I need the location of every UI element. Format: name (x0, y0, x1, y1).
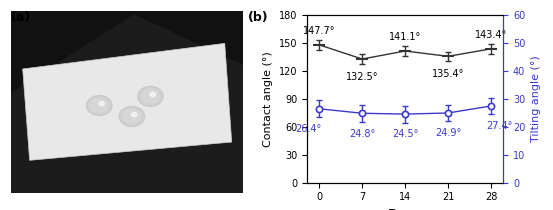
Polygon shape (127, 10, 243, 65)
Y-axis label: Tilting angle (°): Tilting angle (°) (531, 55, 541, 142)
Circle shape (150, 92, 155, 97)
Polygon shape (23, 43, 232, 160)
X-axis label: Days: Days (388, 208, 422, 210)
Text: (a): (a) (11, 10, 32, 24)
Circle shape (123, 110, 140, 123)
Text: (b): (b) (248, 11, 269, 24)
Y-axis label: Contact angle (°): Contact angle (°) (263, 51, 273, 147)
FancyBboxPatch shape (11, 10, 243, 193)
Text: 132.5°: 132.5° (346, 72, 378, 82)
Circle shape (86, 96, 112, 116)
Circle shape (132, 112, 137, 117)
Circle shape (142, 89, 159, 103)
Circle shape (99, 101, 105, 106)
Text: 24.9°: 24.9° (435, 128, 461, 138)
Text: 141.1°: 141.1° (389, 32, 421, 42)
Circle shape (119, 106, 145, 126)
Text: 143.4°: 143.4° (475, 30, 507, 40)
Text: 135.4°: 135.4° (432, 69, 464, 79)
Text: 147.7°: 147.7° (303, 26, 336, 36)
Polygon shape (11, 10, 139, 93)
Text: 24.5°: 24.5° (392, 129, 418, 139)
Text: 27.4°: 27.4° (486, 121, 513, 131)
Circle shape (91, 98, 108, 112)
Circle shape (138, 86, 163, 106)
Text: 24.8°: 24.8° (349, 129, 375, 139)
Text: 26.4°: 26.4° (295, 124, 321, 134)
